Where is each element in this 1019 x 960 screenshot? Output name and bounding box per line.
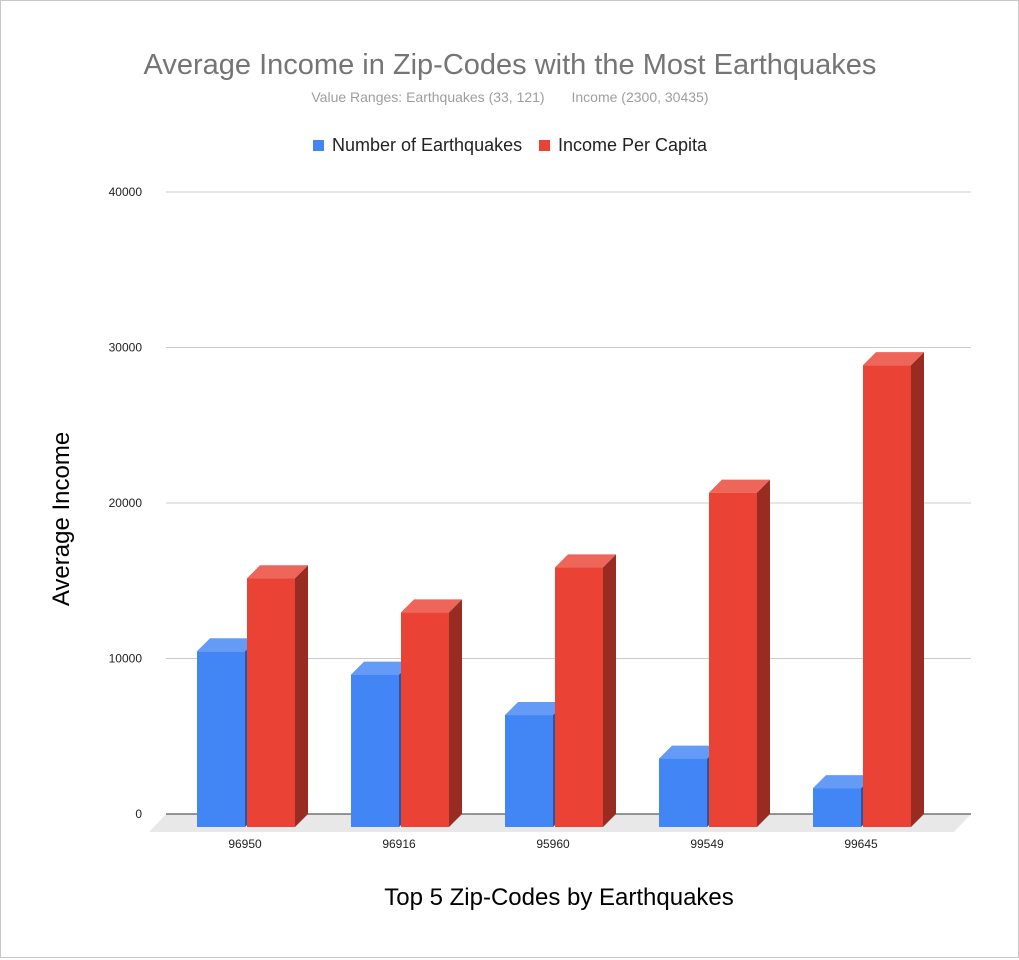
bar-front-face: [863, 365, 911, 827]
y-tick-label: 0: [135, 807, 142, 821]
chart-subtitle-income: Income (2300, 30435): [572, 89, 709, 105]
bar-top-face: [709, 479, 770, 493]
bar-front-face: [659, 758, 707, 827]
bar-earthquakes-96950: [197, 638, 258, 827]
bar-front-face: [247, 578, 295, 827]
y-tick-label: 10000: [109, 652, 143, 666]
bar-top-face: [813, 775, 874, 789]
chart-subtitle-earthquakes: Value Ranges: Earthquakes (33, 121): [311, 89, 544, 105]
x-tick-label: 95960: [536, 837, 570, 851]
legend-label-earthquakes: Number of Earthquakes: [332, 135, 522, 155]
bar-front-face: [401, 612, 449, 827]
bar-top-face: [197, 638, 258, 652]
y-tick-label: 20000: [109, 496, 143, 510]
bar-top-face: [351, 661, 412, 675]
bar-income-96916: [401, 599, 462, 827]
legend-label-income: Income Per Capita: [558, 135, 708, 155]
bar-side-face: [295, 565, 308, 827]
bar-top-face: [247, 565, 308, 579]
y-axis-title: Average Income: [48, 432, 75, 606]
bar-top-face: [401, 599, 462, 613]
bar-front-face: [351, 674, 399, 827]
bar-side-face: [449, 599, 462, 827]
x-axis-ticks: 96950 96916 95960 99549 99645: [228, 837, 878, 851]
chart-title: Average Income in Zip-Codes with the Mos…: [144, 49, 877, 81]
bar-income-99549: [709, 479, 770, 827]
bar-income-95960: [555, 554, 616, 827]
bar-top-face: [863, 352, 924, 366]
bar-front-face: [197, 651, 245, 827]
bars: [197, 352, 924, 827]
legend: Number of Earthquakes Income Per Capita: [313, 135, 708, 155]
x-axis-title: Top 5 Zip-Codes by Earthquakes: [384, 884, 734, 911]
y-axis-ticks: 0 10000 20000 30000 40000: [109, 185, 143, 821]
x-tick-label: 99645: [844, 837, 878, 851]
x-tick-label: 96950: [228, 837, 262, 851]
y-tick-label: 30000: [109, 341, 143, 355]
bar-side-face: [911, 352, 924, 827]
bar-top-face: [505, 702, 566, 716]
bar-front-face: [505, 715, 553, 827]
legend-swatch-earthquakes: [313, 140, 324, 151]
x-tick-label: 99549: [690, 837, 724, 851]
bar-income-96950: [247, 565, 308, 827]
bar-front-face: [813, 788, 861, 827]
bar-top-face: [555, 554, 616, 568]
legend-swatch-income: [539, 140, 550, 151]
bar-front-face: [709, 492, 757, 827]
x-tick-label: 96916: [382, 837, 416, 851]
bar-income-99645: [863, 352, 924, 827]
bar-side-face: [757, 479, 770, 827]
y-tick-label: 40000: [109, 185, 143, 199]
bar-front-face: [555, 567, 603, 827]
bar-top-face: [659, 745, 720, 759]
bar-side-face: [603, 554, 616, 827]
